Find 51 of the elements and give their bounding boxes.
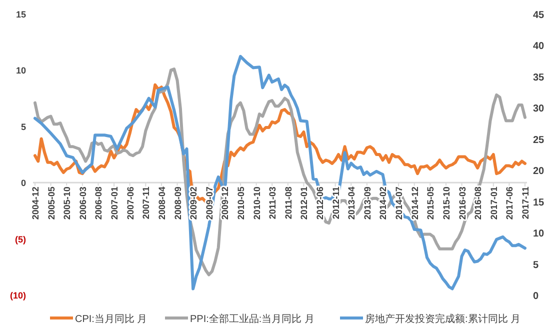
y-tick-label: 10 <box>16 66 26 76</box>
x-tick-label: 2012-11 <box>330 186 341 220</box>
x-tick-label: 2009-07 <box>204 186 214 220</box>
x-tick-label: 2017-11 <box>520 186 530 220</box>
x-tick-label: 2013-09 <box>362 186 372 220</box>
x-tick-label: 2014-12 <box>410 186 420 220</box>
y2-tick-label: 40 <box>533 41 545 52</box>
x-tick-label: 2007-01 <box>110 186 120 220</box>
y2-tick-label: 15 <box>533 197 545 208</box>
x-tick-label: 2007-11 <box>141 186 152 220</box>
x-tick-label: 2005-05 <box>46 186 56 220</box>
x-tick-label: 2011-03 <box>268 186 278 220</box>
x-tick-label: 2010-05 <box>236 186 246 220</box>
y-tick-label: 0 <box>20 178 26 188</box>
x-tick-label: 2010-10 <box>252 186 262 220</box>
y2-tick-label: 45 <box>533 10 545 21</box>
y2-tick-label: 30 <box>533 104 545 115</box>
x-tick-label: 2015-10 <box>441 186 452 220</box>
x-tick-label: 2004-12 <box>30 186 40 220</box>
legend-label: 房地产开发投资完成额:累计同比 月 <box>365 313 521 325</box>
y-tick-label: 15 <box>16 10 26 20</box>
y-tick-label: (10) <box>10 290 26 300</box>
x-tick-label: 2009-02 <box>188 186 199 220</box>
x-tick-label: 2006-03 <box>78 186 88 220</box>
x-tick-label: 2012-01 <box>299 186 310 220</box>
x-tick-label: 2011-08 <box>283 186 294 220</box>
x-tick-label: 2014-02 <box>378 186 388 220</box>
y2-tick-label: 10 <box>533 228 545 240</box>
x-tick-label: 2012-06 <box>315 186 326 220</box>
y2-tick-label: 35 <box>533 72 545 84</box>
x-tick-label: 2017-06 <box>504 186 515 220</box>
x-tick-label: 2015-05 <box>426 186 436 220</box>
x-tick-label: 2007-06 <box>125 186 136 220</box>
x-tick-label: 2009-12 <box>220 186 230 220</box>
y2-tick-label: 25 <box>533 134 545 146</box>
x-tick-label: 2013-04 <box>346 186 357 220</box>
x-tick-label: 2008-09 <box>172 186 183 220</box>
x-tick-label: 2006-08 <box>94 186 104 220</box>
y2-tick-label: 0 <box>533 291 539 302</box>
x-tick-label: 2014-07 <box>394 186 404 220</box>
x-tick-label: 2005-10 <box>62 186 72 220</box>
y-tick-label: (5) <box>15 234 26 244</box>
y-tick-label: 5 <box>20 122 26 132</box>
legend-label: CPI:当月同比 月 <box>75 313 148 325</box>
y2-tick-label: 20 <box>533 166 545 178</box>
legend-label: PPI:全部工业品:当月同比 月 <box>190 313 314 325</box>
x-tick-label: 2016-03 <box>457 186 468 220</box>
x-tick-label: 2016-08 <box>473 186 484 220</box>
x-tick-label: 2017-01 <box>488 186 499 220</box>
x-tick-label: 2008-04 <box>156 186 167 220</box>
y2-tick-label: 5 <box>533 260 539 271</box>
